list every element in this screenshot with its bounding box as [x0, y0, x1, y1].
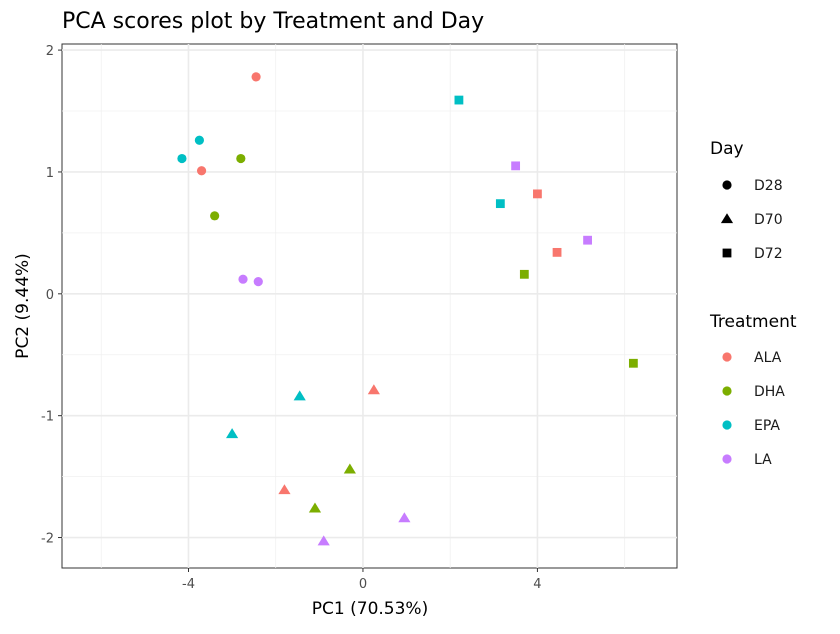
- data-point-la-d72: [511, 161, 521, 171]
- x-axis-title: PC1 (70.53%): [312, 599, 428, 619]
- legend-key-ala: [722, 352, 732, 362]
- legend-title: Day: [710, 139, 744, 159]
- x-tick-label: 4: [533, 577, 541, 592]
- data-point-epa-d28: [194, 135, 204, 145]
- data-point-ala-d70: [278, 484, 291, 495]
- legend-key-d70: [720, 213, 734, 224]
- y-tick-label: 1: [46, 166, 54, 181]
- data-point-dha-d72: [628, 358, 638, 368]
- data-point-ala-d28: [251, 72, 261, 82]
- x-tick-label: -4: [182, 577, 195, 592]
- data-point-dha-d28: [210, 211, 220, 221]
- y-tick-label: -2: [41, 532, 54, 547]
- legend-label: EPA: [754, 418, 780, 434]
- data-point-ala-d72: [533, 189, 542, 199]
- data-point-ala-d70: [367, 384, 380, 395]
- plot-panel: [61, 43, 678, 569]
- data-point-dha-d72: [519, 269, 529, 279]
- data-point-epa-d70: [226, 428, 239, 439]
- legend-key-la: [722, 454, 732, 464]
- x-ticks: -4 0 4: [182, 568, 542, 592]
- legends: Day D28 D70 D72 Treatment ALA DHA EPA LA: [709, 139, 797, 468]
- legend-day: Day D28 D70 D72: [710, 139, 783, 262]
- legend-key-d28: [722, 180, 732, 190]
- legend-treatment: Treatment ALA DHA EPA LA: [709, 312, 797, 468]
- data-point-la-d28: [238, 274, 248, 284]
- data-point-epa-d72: [454, 95, 464, 105]
- legend-key-dha: [722, 386, 732, 396]
- data-point-epa-d70: [293, 390, 306, 401]
- y-tick-label: 0: [46, 288, 54, 303]
- data-point-dha-d28: [236, 153, 246, 164]
- data-point-epa-d28: [177, 153, 187, 164]
- legend-label: D70: [754, 212, 783, 228]
- legend-key-epa: [722, 420, 732, 430]
- y-tick-label: 2: [46, 44, 54, 59]
- y-ticks: -2 -1 0 1 2: [41, 44, 62, 547]
- data-point-la-d28: [253, 277, 263, 287]
- x-tick-label: 0: [359, 577, 367, 592]
- legend-key-d72: [722, 248, 732, 258]
- legend-label: LA: [754, 452, 772, 468]
- data-point-epa-d72: [495, 199, 505, 209]
- data-point-ala-d28: [196, 166, 207, 176]
- chart-title: PCA scores plot by Treatment and Day: [62, 9, 484, 34]
- legend-label: DHA: [754, 384, 785, 400]
- gridlines: [62, 44, 677, 568]
- data-point-dha-d70: [343, 463, 356, 474]
- data-point-ala-d72: [552, 247, 562, 257]
- legend-label: D28: [754, 178, 783, 194]
- y-axis-title: PC2 (9.44%): [13, 253, 33, 359]
- data-point-la-d70: [317, 535, 330, 546]
- data-point-dha-d70: [308, 502, 322, 513]
- legend-label: D72: [754, 246, 783, 262]
- legend-label: ALA: [754, 350, 782, 366]
- data-point-la-d70: [398, 512, 411, 523]
- y-tick-label: -1: [41, 410, 54, 425]
- data-points: [177, 72, 638, 546]
- data-point-la-d72: [583, 235, 592, 245]
- legend-title: Treatment: [709, 312, 797, 332]
